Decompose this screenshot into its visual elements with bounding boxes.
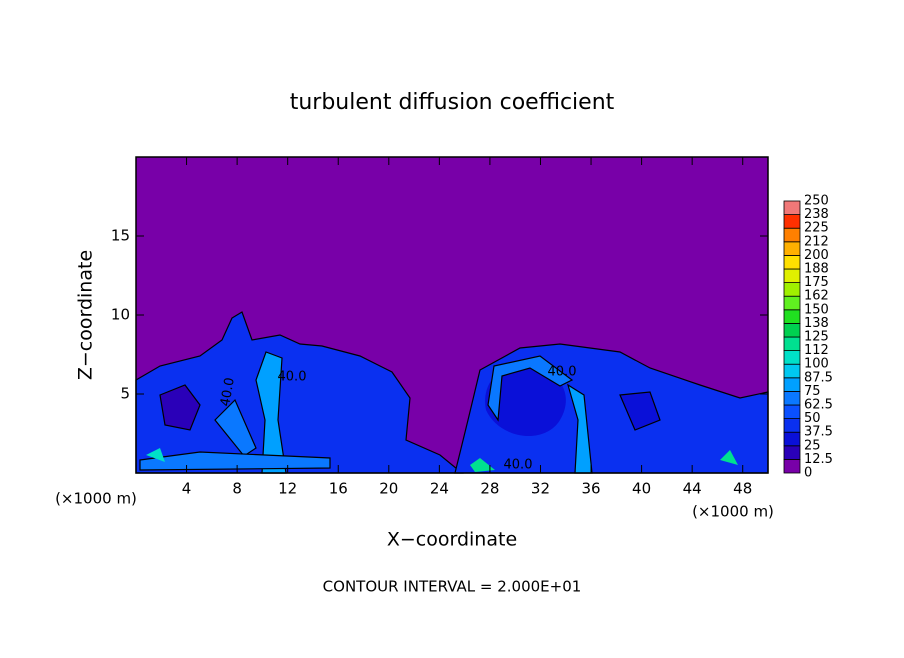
x-tick-label: 24 <box>430 480 449 498</box>
x-tick-label: 44 <box>683 480 702 498</box>
contour-label: 40.0 <box>278 370 307 385</box>
colorbar-swatch <box>783 241 801 256</box>
chart-title: turbulent diffusion coefficient <box>290 90 615 115</box>
y-tick-label: 5 <box>120 385 130 403</box>
x-tick-label: 48 <box>733 480 752 498</box>
x-tick-label: 40 <box>632 480 651 498</box>
colorbar-label: 125 <box>804 330 829 345</box>
colorbar-swatch <box>783 322 801 338</box>
colorbar-swatch <box>783 227 801 243</box>
colorbar-label: 138 <box>804 316 829 331</box>
colorbar-swatch <box>783 363 801 379</box>
colorbar-swatch <box>783 200 801 216</box>
colorbar-swatch <box>783 336 801 352</box>
colorbar-label: 0 <box>804 466 812 481</box>
field-region <box>214 398 257 457</box>
footer-note: CONTOUR INTERVAL = 2.000E+01 <box>323 578 582 596</box>
x-tick-label: 12 <box>278 480 297 498</box>
x-tick-label: 28 <box>480 480 499 498</box>
colorbar-swatch <box>783 268 801 284</box>
colorbar-swatch <box>783 377 801 392</box>
field-region <box>139 451 331 471</box>
field-region <box>135 311 464 474</box>
colorbar-label: 87.5 <box>804 370 833 385</box>
colorbar-label: 238 <box>804 207 829 222</box>
field-region <box>470 458 495 472</box>
colorbar-label: 25 <box>804 438 821 453</box>
colorbar-label: 200 <box>804 248 829 263</box>
colorbar-label: 250 <box>804 194 829 209</box>
colorbar-label: 112 <box>804 343 829 358</box>
colorbar-swatch <box>783 282 801 297</box>
x-tick-label: 36 <box>581 480 600 498</box>
colorbar-swatch <box>783 350 801 365</box>
colorbar-swatch <box>783 445 801 460</box>
unit-label: (×1000 m) <box>692 503 774 521</box>
y-axis-label: Z−coordinate <box>75 250 97 380</box>
colorbar-label: 188 <box>804 262 829 277</box>
x-tick-label: 4 <box>182 480 192 498</box>
colorbar-swatch <box>783 418 801 433</box>
field-region <box>487 355 574 422</box>
field-region <box>619 391 661 431</box>
y-tick-label: 15 <box>111 227 130 245</box>
colorbar-label: 62.5 <box>804 398 833 413</box>
x-tick-label: 32 <box>531 480 550 498</box>
contour-label: 40.0 <box>548 365 577 380</box>
field-region <box>146 448 165 462</box>
field-region <box>720 450 738 465</box>
unit-label: (×1000 m) <box>55 490 137 508</box>
x-tick-label: 16 <box>329 480 348 498</box>
field-region <box>159 384 201 431</box>
x-axis-label: X−coordinate <box>387 529 517 551</box>
colorbar-label: 100 <box>804 357 829 372</box>
contour-label: 40.0 <box>218 376 238 407</box>
colorbar-swatch <box>783 214 801 229</box>
colorbar-label: 37.5 <box>804 425 833 440</box>
colorbar-label: 75 <box>804 384 821 399</box>
colorbar-label: 175 <box>804 275 829 290</box>
colorbar-swatch <box>783 431 801 447</box>
colorbar-swatch <box>783 254 801 270</box>
colorbar-swatch <box>783 309 801 324</box>
colorbar-label: 225 <box>804 221 829 236</box>
colorbar-label: 212 <box>804 234 829 249</box>
colorbar-label: 12.5 <box>804 452 833 467</box>
field-region <box>485 364 566 437</box>
colorbar-swatch <box>783 458 801 474</box>
colorbar-swatch <box>783 404 801 420</box>
x-tick-label: 8 <box>232 480 242 498</box>
colorbar-swatch <box>783 390 801 406</box>
colorbar-label: 50 <box>804 411 821 426</box>
x-tick-label: 20 <box>379 480 398 498</box>
colorbar-label: 150 <box>804 302 829 317</box>
contour-label: 40.0 <box>504 458 533 473</box>
colorbar-label: 162 <box>804 289 829 304</box>
y-tick-label: 10 <box>111 306 130 324</box>
colorbar-swatch <box>783 295 801 311</box>
